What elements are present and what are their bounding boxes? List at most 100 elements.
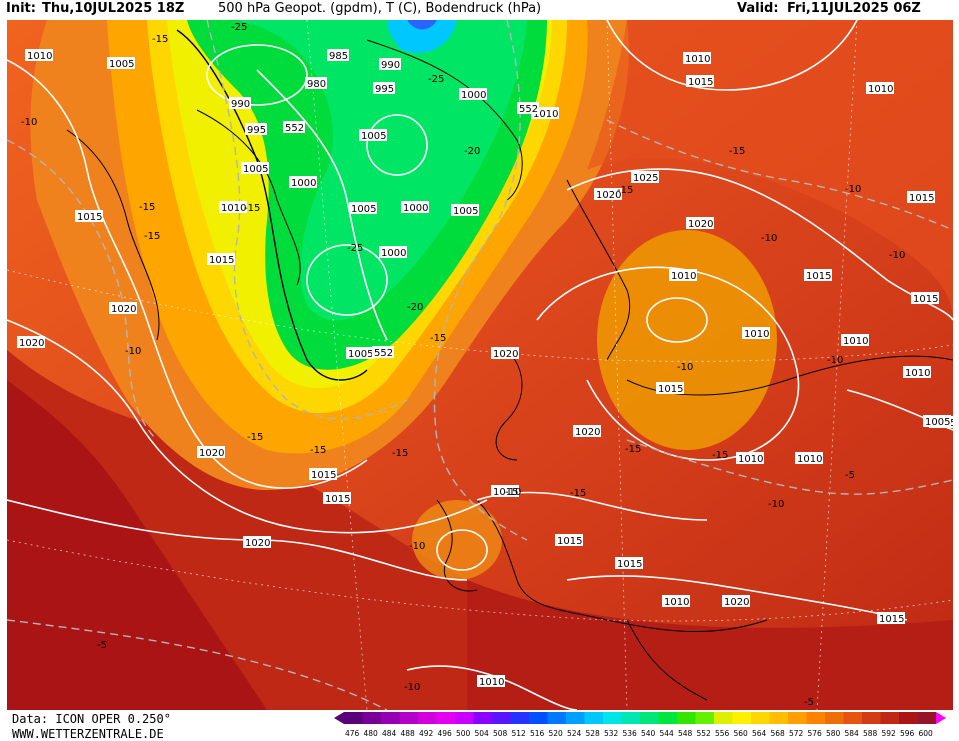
pressure-label-text: 1005 — [243, 164, 268, 175]
legend-tick-label: 484 — [382, 729, 397, 738]
pressure-label-box — [107, 57, 135, 69]
pressure-label-box — [686, 75, 714, 87]
pressure-label: 1005 — [349, 202, 377, 215]
temperature-label-text: -15 — [712, 450, 728, 461]
pressure-label-box — [903, 366, 931, 378]
map-labels: 1010 1005 990 995 1005 1000 1010 1015 1015 1020 10… — [17, 22, 953, 708]
geopotential-label: 552 — [517, 102, 539, 115]
pressure-label: 1020 — [686, 217, 714, 230]
legend-arrow-high — [936, 712, 946, 724]
pressure-label: 1020 — [491, 347, 519, 360]
legend-swatch — [584, 712, 603, 724]
pressure-label-box — [742, 327, 770, 339]
temperature-label-text: -10 — [21, 117, 37, 128]
legend-swatch — [788, 712, 807, 724]
temperature-label: -10 — [21, 117, 37, 128]
coast-greenland-west — [196, 109, 301, 286]
pressure-label: 1020 — [722, 595, 750, 608]
pressure-label-box — [866, 82, 894, 94]
pressure-label: 1005 — [451, 204, 479, 217]
field-warm-core-iberia — [412, 500, 502, 580]
pressure-label: 990 — [379, 58, 401, 71]
pressure-label-text: 995 — [247, 125, 266, 136]
valid-time: Fri,11JUL2025 06Z — [787, 1, 921, 16]
pressure-label-text: 1010 — [685, 54, 710, 65]
isotherm — [206, 20, 408, 420]
coast-british-isles — [495, 349, 523, 461]
pressure-label-text: 1015 — [913, 294, 938, 305]
temperature-label: -15 — [729, 146, 745, 157]
temperature-label: -10 — [125, 346, 141, 357]
legend-tick-label: 476 — [345, 729, 360, 738]
temperature-label-text: -10 — [827, 355, 843, 366]
legend-swatch — [677, 712, 696, 724]
temperature-label: -15 — [244, 203, 260, 214]
temperature-label: -5 — [845, 470, 855, 481]
pressure-label-text: 1005 — [109, 59, 134, 70]
pressure-label-text: 1015 — [325, 494, 350, 505]
pressure-label-box — [109, 302, 137, 314]
pressure-label-text: 1020 — [575, 427, 600, 438]
pressure-label-text: 1000 — [291, 178, 316, 189]
isobar-low — [646, 297, 708, 343]
chart-header: Init: Thu,10JUL2025 18Z 500 hPa Geopot. … — [0, 0, 959, 20]
pressure-label-text: 985 — [329, 51, 348, 62]
pressure-label: 1000 — [379, 246, 407, 259]
pressure-label: 1010 — [683, 52, 711, 65]
pressure-label-box — [491, 347, 519, 359]
legend-swatch — [510, 712, 529, 724]
legend-tick-label: 532 — [604, 729, 619, 738]
legend-tick-label: 552 — [697, 729, 712, 738]
isobar-low — [206, 44, 308, 106]
temperature-label-text: -15 — [617, 185, 633, 196]
init-time: Thu,10JUL2025 18Z — [42, 1, 185, 16]
pressure-label: 1010 — [742, 327, 770, 340]
pressure-label-text: 1015 — [658, 384, 683, 395]
pressure-label: 1020 — [197, 446, 225, 459]
temperature-label-text: -15 — [152, 34, 168, 45]
legend-tick-label: 544 — [660, 729, 675, 738]
temperature-label: -15 — [625, 444, 641, 455]
pressure-label-text: 1005 — [361, 131, 386, 142]
pressure-label-box — [17, 336, 45, 348]
legend-arrow-low — [334, 712, 344, 724]
pressure-label: 1020 — [594, 188, 622, 201]
pressure-label-box — [491, 485, 519, 497]
pressure-label-text: 1015 — [688, 77, 713, 88]
pressure-label-text: 990 — [231, 99, 250, 110]
legend-tick-label: 528 — [586, 729, 601, 738]
pressure-label: 1005 — [346, 347, 374, 360]
temperature-label: -20 — [407, 302, 423, 313]
pressure-label: 1015 — [75, 210, 103, 223]
pressure-label: 1015 — [911, 292, 939, 305]
legend-tick-label: 480 — [364, 729, 379, 738]
isobar — [566, 575, 908, 621]
pressure-label-box — [804, 269, 832, 281]
pressure-label-text: 1020 — [19, 338, 44, 349]
pressure-label-text: 1010 — [905, 368, 930, 379]
temperature-label-text: -15 — [392, 448, 408, 459]
pressure-label-box — [451, 204, 479, 216]
legend-swatch — [529, 712, 548, 724]
grid-line — [816, 20, 858, 710]
legend-tick-label: 556 — [715, 729, 730, 738]
temperature-contours — [7, 20, 953, 710]
temperature-label-text: -10 — [889, 250, 905, 261]
legend-swatch — [714, 712, 733, 724]
pressure-label: 1010 — [219, 201, 247, 214]
valid-label: Valid: — [737, 1, 779, 16]
pressure-label: 1005 — [107, 57, 135, 70]
grid-line — [606, 20, 628, 710]
temperature-label-text: -5 — [97, 640, 107, 651]
pressure-label-box — [25, 49, 53, 61]
temperature-label: -15 — [392, 448, 408, 459]
grid-line — [306, 20, 368, 710]
legend-swatch — [769, 712, 788, 724]
pressure-label-box — [631, 171, 659, 183]
pressure-label-text: 1015 — [879, 614, 904, 625]
pressure-label-box — [379, 58, 401, 70]
isobar-low — [436, 529, 488, 571]
legend-swatch — [640, 712, 659, 724]
pressure-label-text: 1015 — [493, 487, 518, 498]
